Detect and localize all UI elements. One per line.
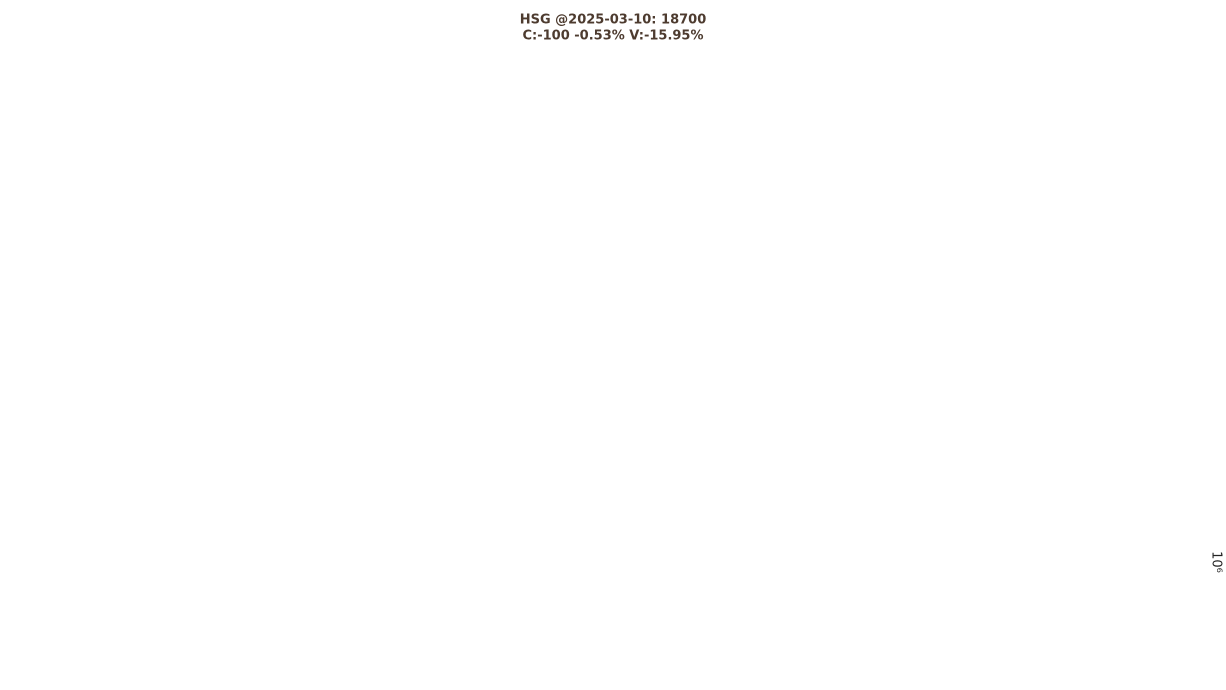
chart-title: HSG @2025-03-10: 18700 (520, 13, 707, 28)
volume-axis-label: 10⁶ (1209, 551, 1224, 573)
chart-subtitle: C:-100 -0.53% V:-15.95% (522, 29, 703, 44)
text-layer: HSG @2025-03-10: 18700 C:-100 -0.53% V:-… (520, 13, 1224, 573)
